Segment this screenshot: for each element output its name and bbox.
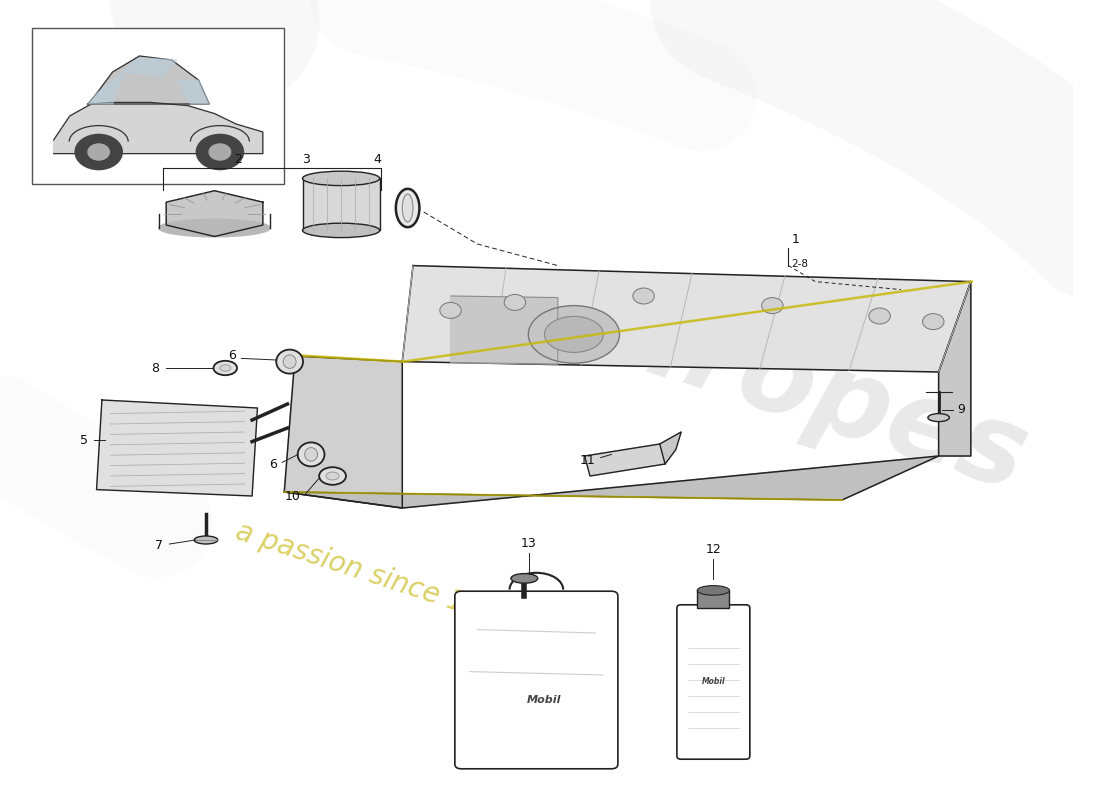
Polygon shape — [88, 72, 123, 104]
Circle shape — [209, 144, 231, 160]
Ellipse shape — [326, 472, 339, 480]
Polygon shape — [97, 400, 257, 496]
Text: 11: 11 — [580, 454, 595, 466]
Polygon shape — [54, 102, 263, 154]
Ellipse shape — [510, 574, 538, 583]
Text: 2-8: 2-8 — [792, 259, 808, 269]
Text: 8: 8 — [151, 362, 158, 374]
Bar — [32, 28, 284, 184]
Text: a passion since 1985: a passion since 1985 — [232, 518, 519, 634]
Polygon shape — [403, 266, 971, 372]
Polygon shape — [284, 456, 938, 508]
Polygon shape — [451, 296, 558, 364]
Text: 2: 2 — [234, 153, 242, 166]
Circle shape — [632, 288, 654, 304]
Circle shape — [88, 144, 109, 160]
Circle shape — [75, 134, 122, 170]
Text: 9: 9 — [957, 403, 965, 416]
Ellipse shape — [403, 194, 412, 222]
Text: Mobil: Mobil — [702, 678, 725, 686]
Text: Mobil: Mobil — [527, 695, 561, 705]
Text: 7: 7 — [155, 539, 163, 552]
Polygon shape — [166, 190, 263, 237]
Polygon shape — [584, 444, 666, 476]
Polygon shape — [660, 432, 681, 464]
Ellipse shape — [213, 361, 238, 375]
Circle shape — [761, 298, 783, 314]
Circle shape — [869, 308, 890, 324]
Text: 3: 3 — [301, 153, 310, 166]
Polygon shape — [123, 58, 177, 76]
Ellipse shape — [528, 306, 619, 363]
Text: 6: 6 — [228, 350, 236, 362]
Polygon shape — [88, 56, 209, 104]
Ellipse shape — [283, 354, 296, 368]
Circle shape — [196, 134, 243, 170]
Text: 1: 1 — [792, 234, 800, 246]
Text: 5: 5 — [80, 434, 88, 446]
Ellipse shape — [544, 317, 604, 352]
Circle shape — [440, 302, 461, 318]
Ellipse shape — [319, 467, 346, 485]
Ellipse shape — [697, 586, 729, 595]
Polygon shape — [284, 356, 403, 508]
Polygon shape — [177, 80, 209, 104]
Ellipse shape — [928, 414, 949, 422]
Ellipse shape — [298, 442, 324, 466]
Circle shape — [504, 294, 526, 310]
Ellipse shape — [396, 189, 419, 227]
Text: 12: 12 — [705, 543, 722, 556]
Ellipse shape — [305, 447, 318, 461]
Ellipse shape — [276, 350, 303, 374]
Circle shape — [923, 314, 944, 330]
Ellipse shape — [158, 219, 271, 237]
Bar — [697, 590, 729, 608]
Bar — [302, 178, 379, 230]
Ellipse shape — [302, 171, 379, 186]
Text: 6: 6 — [268, 458, 277, 470]
Text: 13: 13 — [521, 537, 537, 550]
FancyBboxPatch shape — [676, 605, 750, 759]
FancyBboxPatch shape — [454, 591, 618, 769]
Text: 10: 10 — [285, 490, 300, 502]
Polygon shape — [938, 282, 971, 456]
Ellipse shape — [302, 223, 379, 238]
Ellipse shape — [220, 365, 231, 371]
Ellipse shape — [195, 536, 218, 544]
Text: europes: europes — [526, 255, 1041, 513]
Text: 4: 4 — [374, 153, 382, 166]
